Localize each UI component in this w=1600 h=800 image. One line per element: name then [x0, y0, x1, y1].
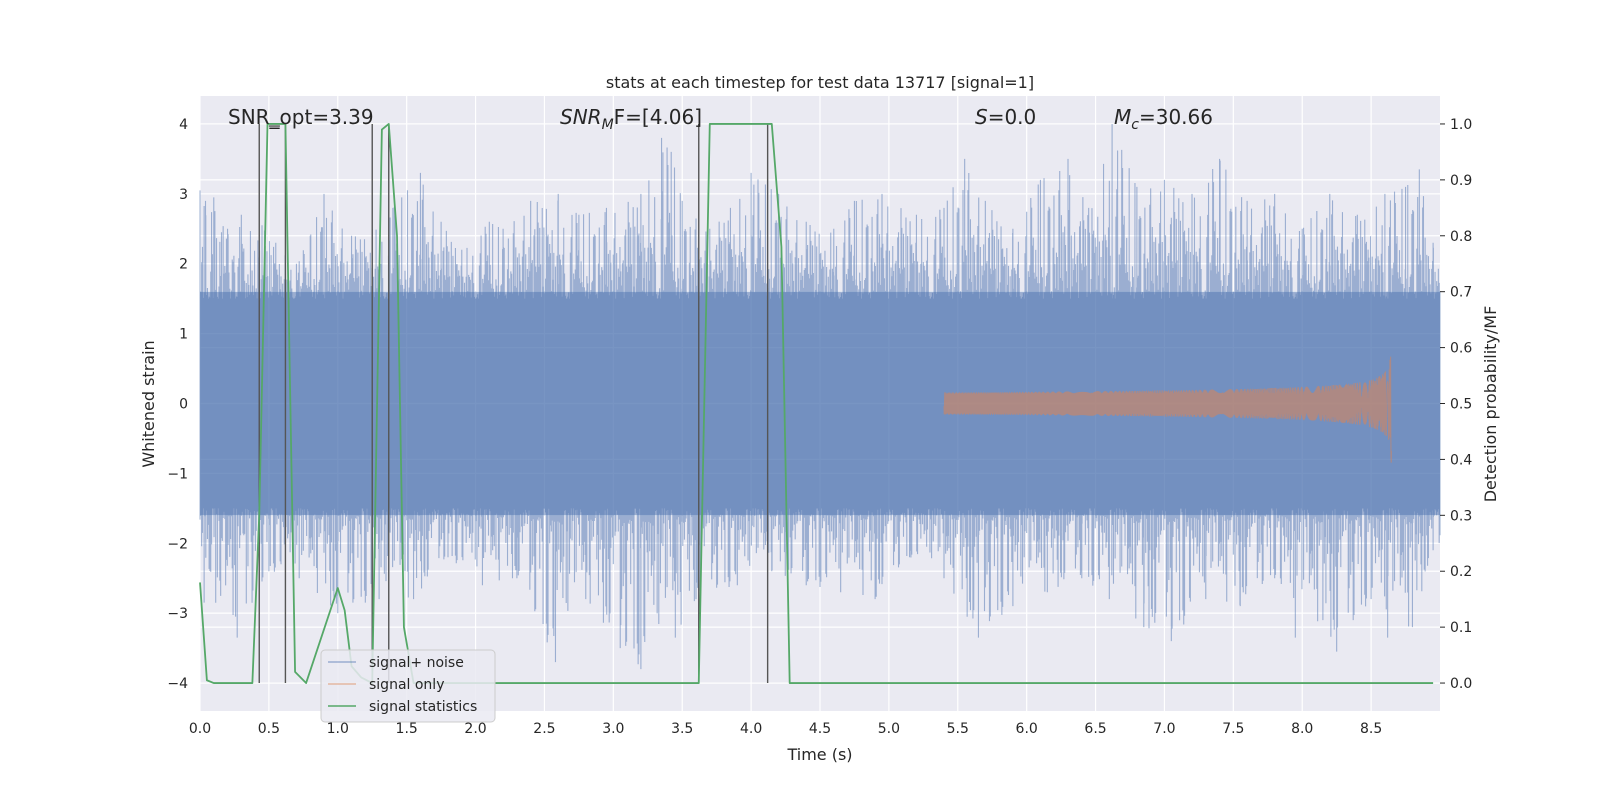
mf-marker-lines	[258, 123, 769, 684]
snr-mf-rest: F=[4.06]	[614, 105, 702, 129]
x-tick-label: 2.0	[464, 721, 486, 737]
right-y-tick-label: 0.9	[1450, 173, 1472, 189]
annotation-snr-mf: SNRMF=[4.06]	[560, 105, 702, 133]
statistics-trace	[199, 123, 1434, 684]
chirp-trace	[943, 356, 1392, 463]
right-y-tick-label: 0.4	[1450, 452, 1472, 468]
left-y-tick-label: 1	[179, 327, 188, 343]
x-tick-label: 0.5	[258, 721, 280, 737]
right-y-tick-label: 0.7	[1450, 285, 1472, 301]
legend: signal+ noise signal only signal statist…	[320, 649, 496, 723]
x-tick-label: 1.0	[327, 721, 349, 737]
x-tick-label: 8.0	[1291, 721, 1313, 737]
x-tick-label: 8.5	[1360, 721, 1382, 737]
x-tick-label: 7.0	[1153, 721, 1175, 737]
chart-title: stats at each timestep for test data 137…	[606, 73, 1034, 92]
x-tick-label: 4.5	[809, 721, 831, 737]
annotation-chirp-mass: Mc=30.66	[1114, 105, 1213, 133]
right-y-tick-label: 0.1	[1450, 620, 1472, 636]
x-tick-label: 3.5	[671, 721, 693, 737]
annotation-snr-opt: SNR_opt=3.39	[228, 105, 374, 129]
s-rest: =0.0	[988, 105, 1037, 129]
left-y-axis-ticks: 4 3 2 1 0 −1 −2 −3 −4	[167, 117, 188, 692]
x-axis-ticks: 0.0 0.5 1.0 1.5 2.0 2.5 3.0 3.5 4.0 4.5 5.0 5.5 6.0 6…	[189, 721, 1382, 737]
x-tick-label: 0.0	[189, 721, 211, 737]
left-y-tick-label: −1	[167, 466, 188, 482]
right-y-axis-ticks: 1.0 0.9 0.8 0.7 0.6 0.5 0.4 0.3 0.2 0.1 0.0	[1440, 117, 1472, 692]
x-tick-label: 5.5	[947, 721, 969, 737]
annotation-s-value: S=0.0	[975, 105, 1036, 129]
left-y-tick-label: 2	[179, 257, 188, 273]
legend-label-signal-noise: signal+ noise	[369, 655, 464, 671]
right-y-tick-label: 0.3	[1450, 508, 1472, 524]
s-sym: S	[975, 105, 988, 129]
signal-statistics-series	[199, 123, 1434, 684]
right-y-tick-label: 1.0	[1450, 117, 1472, 133]
x-tick-label: 5.0	[878, 721, 900, 737]
left-y-axis-title: Whitened strain	[139, 340, 158, 467]
right-y-axis-title: Detection probability/MF	[1481, 306, 1500, 503]
legend-label-signal-statistics: signal statistics	[369, 699, 477, 715]
left-y-tick-label: −4	[167, 676, 188, 692]
right-y-tick-label: 0.0	[1450, 676, 1472, 692]
x-tick-label: 4.0	[740, 721, 762, 737]
snr-mf-base: SNR	[560, 105, 602, 129]
left-y-tick-label: 0	[179, 397, 188, 413]
left-y-tick-label: −3	[167, 606, 188, 622]
left-y-tick-label: −2	[167, 536, 188, 552]
x-axis-title: Time (s)	[786, 745, 852, 764]
x-tick-label: 3.0	[602, 721, 624, 737]
right-y-tick-label: 0.6	[1450, 341, 1472, 357]
mc-rest: =30.66	[1139, 105, 1213, 129]
legend-label-signal-only: signal only	[369, 677, 444, 693]
mc-sym: M	[1114, 105, 1131, 129]
x-tick-label: 6.5	[1084, 721, 1106, 737]
mc-sub: c	[1131, 117, 1139, 133]
x-tick-label: 7.5	[1222, 721, 1244, 737]
left-y-tick-label: 4	[179, 117, 188, 133]
right-y-tick-label: 0.8	[1450, 229, 1472, 245]
x-tick-label: 6.0	[1016, 721, 1038, 737]
x-tick-label: 1.5	[396, 721, 418, 737]
x-tick-label: 2.5	[533, 721, 555, 737]
snr-mf-sub: M	[602, 117, 614, 133]
signal-only-series	[943, 356, 1392, 463]
right-y-tick-label: 0.5	[1450, 397, 1472, 413]
right-y-tick-label: 0.2	[1450, 564, 1472, 580]
left-y-tick-label: 3	[179, 187, 188, 203]
legend-box	[320, 649, 496, 723]
